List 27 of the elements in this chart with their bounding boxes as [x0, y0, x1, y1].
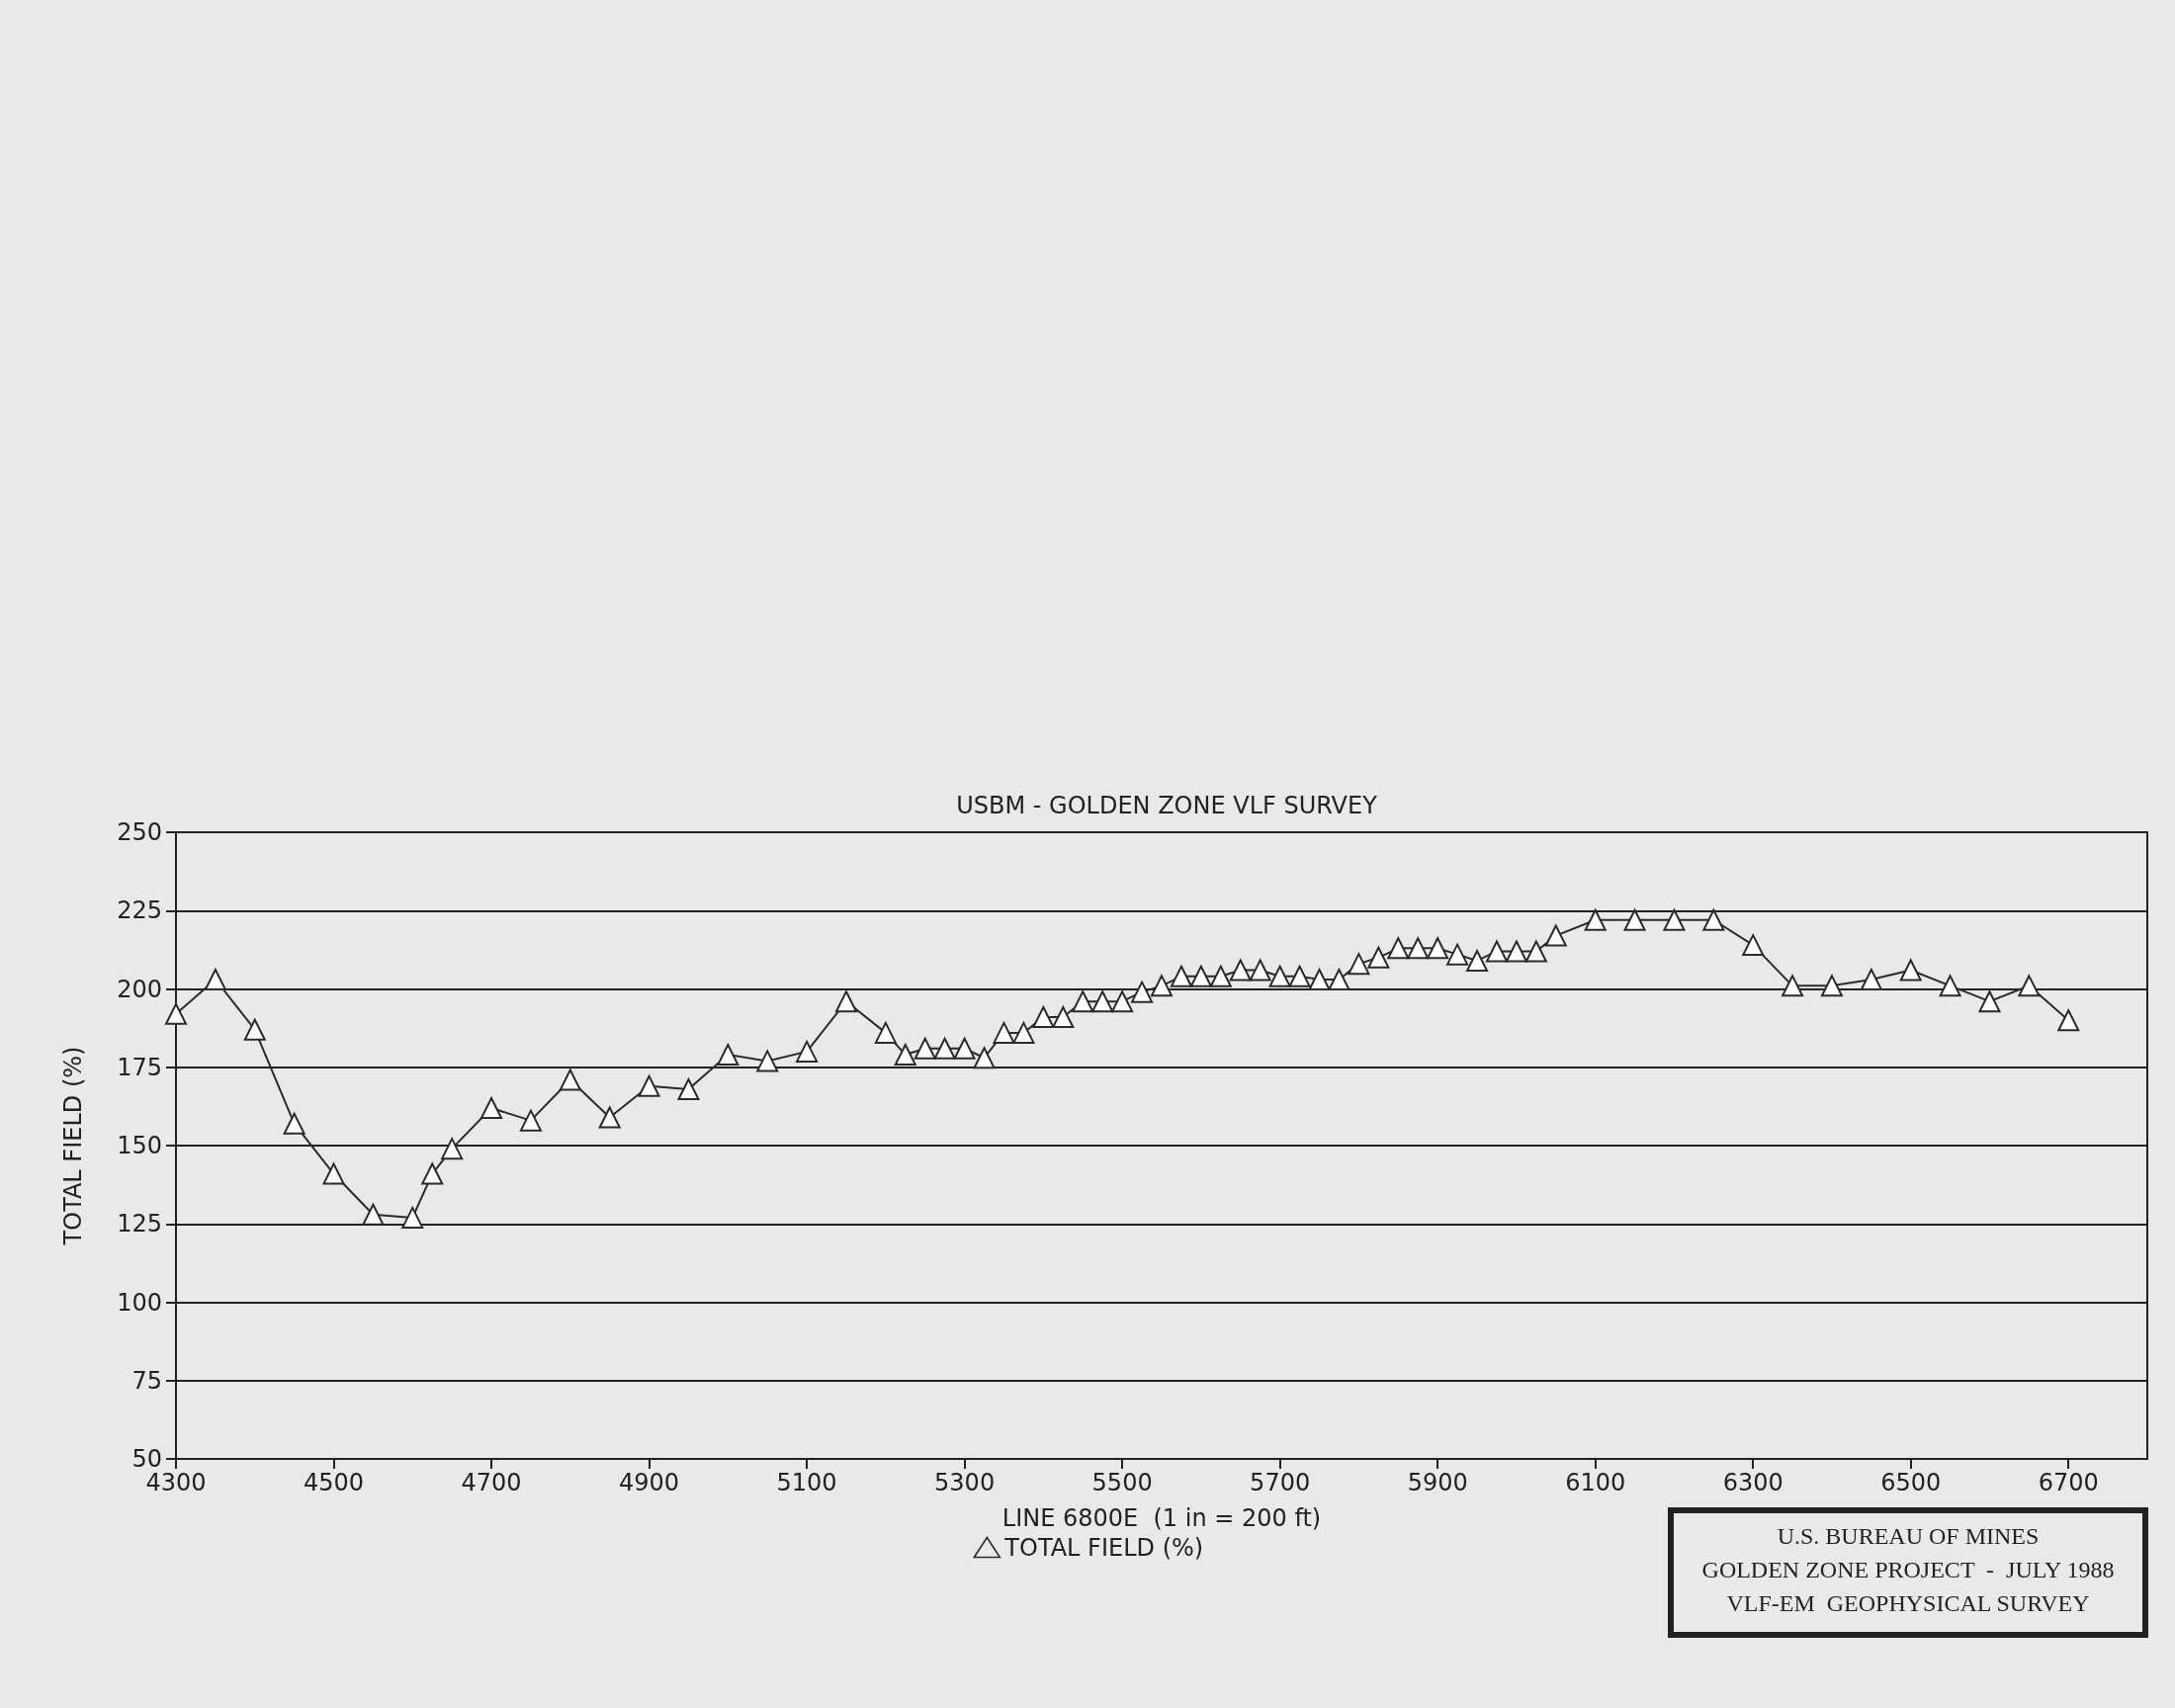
y-tick-label: 100	[117, 1288, 162, 1317]
x-tick-label: 6700	[2038, 1469, 2099, 1496]
y-tick-label: 175	[117, 1053, 162, 1081]
y-tick-label: 200	[117, 975, 162, 1003]
x-tick-label: 4500	[303, 1469, 365, 1496]
x-tick-label: 5900	[1407, 1469, 1468, 1496]
chart-title: USBM - GOLDEN ZONE VLF SURVEY	[956, 792, 1378, 819]
x-tick-label: 5500	[1091, 1469, 1153, 1496]
x-axis-title: LINE 6800E (1 in = 200 ft)	[1001, 1504, 1322, 1532]
x-tick-label: 6100	[1565, 1469, 1626, 1496]
x-tick-label: 5700	[1250, 1469, 1311, 1496]
legend-label: TOTAL FIELD (%)	[1003, 1533, 1204, 1562]
x-tick-label: 4900	[619, 1469, 680, 1496]
text: VLF-EM GEOPHYSICAL SURVEY	[1726, 1590, 2090, 1616]
text: U.S. BUREAU OF MINES	[1777, 1523, 2040, 1549]
y-tick-label: 250	[117, 818, 162, 846]
x-tick-label: 5300	[934, 1469, 996, 1496]
y-tick-label: 125	[117, 1210, 162, 1238]
y-tick-label: 150	[117, 1132, 162, 1159]
y-tick-label: 75	[131, 1366, 162, 1395]
x-tick-label: 6500	[1880, 1469, 1942, 1496]
y-tick-label: 225	[117, 897, 162, 925]
x-tick-label: 6300	[1722, 1469, 1784, 1496]
x-tick-label: 4700	[461, 1469, 522, 1496]
y-axis-title: TOTAL FIELD (%)	[59, 1046, 87, 1246]
text: GOLDEN ZONE PROJECT - JULY 1988	[1701, 1557, 2115, 1582]
x-tick-label: 5100	[776, 1469, 837, 1496]
